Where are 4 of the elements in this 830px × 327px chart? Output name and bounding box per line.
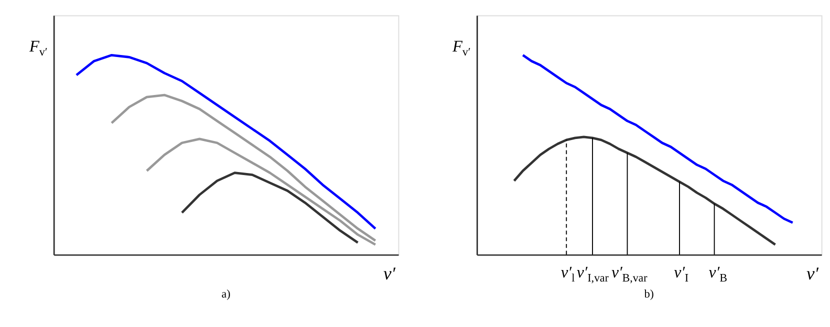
x-axis-title: v′ — [383, 263, 396, 284]
text: a) — [221, 288, 231, 301]
x-axis-title: v′ — [806, 263, 820, 284]
text: b) — [644, 288, 654, 301]
